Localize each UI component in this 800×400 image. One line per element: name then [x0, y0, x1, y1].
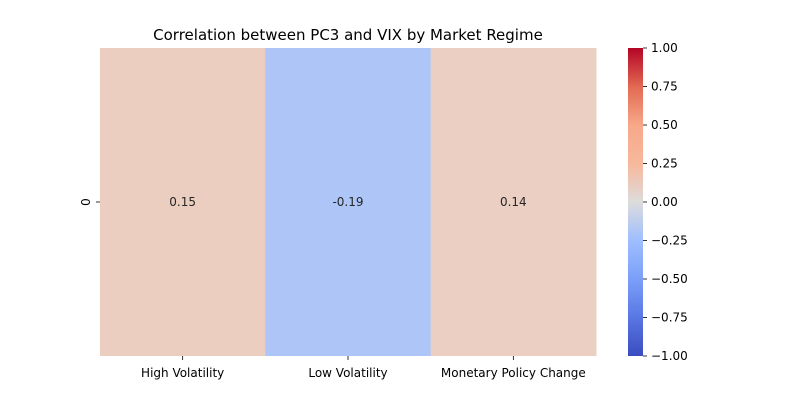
- colorbar-tick-label: −1.00: [651, 349, 688, 363]
- heatmap-cells: [100, 48, 597, 356]
- colorbar-tick-label: 1.00: [651, 41, 678, 55]
- x-tick-label: High Volatility: [141, 366, 224, 380]
- chart-title: Correlation between PC3 and VIX by Marke…: [153, 26, 543, 44]
- colorbar-tick-label: −0.50: [651, 272, 688, 286]
- x-axis: High Volatility Low Volatility Monetary Po…: [141, 356, 586, 380]
- colorbar-tick-label: 0.25: [651, 157, 678, 171]
- heatmap-cell: [100, 48, 266, 356]
- cell-value-label: 0.15: [169, 195, 196, 209]
- x-tick-label: Monetary Policy Change: [441, 366, 586, 380]
- y-axis: 0: [79, 198, 100, 206]
- colorbar-tick-label: 0.75: [651, 80, 678, 94]
- cell-value-label: 0.14: [500, 195, 527, 209]
- colorbar: 1.00 0.75 0.50 0.25 0.00 −0.25 −0.50 −0.75 −1.00: [628, 41, 688, 363]
- colorbar-tick-label: 0.00: [651, 195, 678, 209]
- heatmap-cell: [430, 48, 597, 356]
- cell-value-label: -0.19: [332, 195, 363, 209]
- colorbar-gradient: [628, 48, 643, 356]
- y-tick-label: 0: [79, 198, 93, 206]
- colorbar-tick-label: 0.50: [651, 118, 678, 132]
- colorbar-tick-label: −0.25: [651, 234, 688, 248]
- x-tick-label: Low Volatility: [308, 366, 387, 380]
- heatmap-cell-labels: 0.15 -0.19 0.14: [169, 195, 526, 209]
- heatmap-cell: [265, 48, 432, 356]
- colorbar-tick-label: −0.75: [651, 311, 688, 325]
